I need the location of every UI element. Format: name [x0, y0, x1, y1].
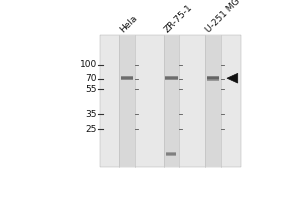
Text: 25: 25	[85, 125, 97, 134]
Text: Hela: Hela	[118, 13, 139, 34]
Text: 55: 55	[85, 85, 97, 94]
Bar	[166, 155, 176, 156]
Bar	[121, 76, 134, 77]
Bar	[100, 35, 241, 167]
Bar	[119, 35, 135, 167]
Bar	[121, 77, 134, 78]
Bar	[165, 78, 178, 79]
Bar	[207, 79, 219, 80]
Text: 70: 70	[85, 74, 97, 83]
Bar	[207, 80, 219, 81]
Text: 100: 100	[80, 60, 97, 69]
Bar	[207, 76, 219, 77]
Polygon shape	[227, 73, 238, 83]
Bar	[165, 76, 178, 77]
Text: U-251 MG: U-251 MG	[204, 0, 242, 34]
Text: 35: 35	[85, 110, 97, 119]
Bar	[207, 77, 219, 78]
Bar	[121, 78, 134, 79]
Bar	[207, 78, 219, 79]
Bar	[166, 154, 176, 155]
Text: ZR-75-1: ZR-75-1	[163, 2, 194, 34]
Bar	[121, 79, 134, 80]
Bar	[164, 35, 179, 167]
Bar	[166, 152, 176, 153]
Bar	[165, 79, 178, 80]
Bar	[165, 77, 178, 78]
Bar	[206, 35, 220, 167]
Bar	[166, 153, 176, 154]
